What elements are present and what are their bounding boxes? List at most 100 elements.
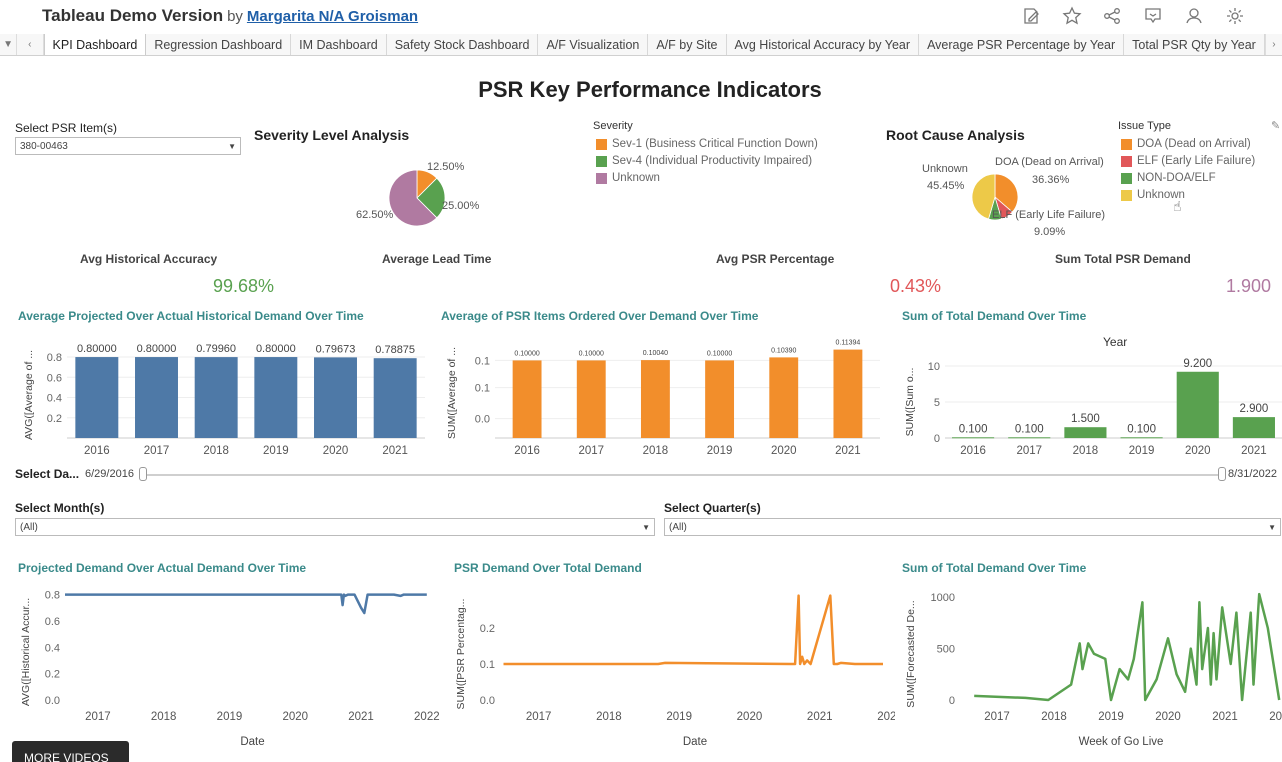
legend-swatch [1121, 189, 1132, 201]
tab-kpi-dashboard[interactable]: KPI Dashboard [43, 34, 147, 55]
bar [135, 357, 178, 438]
issue-type-legend-item[interactable]: NON-DOA/ELF [1121, 172, 1255, 184]
y-axis-title: SUM([Forecasted De... [905, 600, 917, 707]
data-label: 0.80000 [77, 343, 117, 355]
date-slider-track[interactable] [143, 474, 1223, 476]
x-tick-label: 2016 [960, 445, 986, 457]
root-cause-title: Root Cause Analysis [886, 127, 1025, 143]
author-link[interactable]: Margarita N/A Groisman [246, 8, 419, 25]
y-tick-label: 0.6 [45, 616, 60, 628]
tab-af-visualization[interactable]: A/F Visualization [538, 34, 649, 55]
legend-label: ELF (Early Life Failure) [1137, 155, 1256, 167]
x-tick-label: 2017 [144, 445, 170, 457]
bar-chart-avg-projected[interactable]: AVG([Average of ... 0.8 0.6 0.4 0.2 0.80000 20… [15, 330, 435, 460]
y-tick-label: 0.1 [480, 659, 495, 671]
root-cause-pie-chart[interactable] [972, 174, 1018, 220]
tab-avg-psr-percentage[interactable]: Average PSR Percentage by Year [919, 34, 1125, 55]
tab-im-dashboard[interactable]: IM Dashboard [291, 34, 387, 55]
bar [769, 357, 799, 438]
severity-legend-item[interactable]: Unknown [596, 172, 818, 184]
tab-regression-dashboard[interactable]: Regression Dashboard [146, 34, 292, 55]
issue-type-legend-item[interactable]: ELF (Early Life Failure) [1121, 155, 1255, 167]
tab-scroll-left-button[interactable]: ‹ [17, 34, 44, 55]
x-tick-label: 2016 [514, 445, 540, 457]
edit-icon[interactable] [1021, 6, 1041, 26]
date-slider-end-handle[interactable] [1218, 467, 1226, 481]
kpi-value-avg-historical-accuracy: 99.68% [213, 276, 275, 296]
chart-title-sum-total-demand-weekly: Sum of Total Demand Over Time [902, 561, 1087, 575]
tab-total-psr-qty[interactable]: Total PSR Qty by Year [1124, 34, 1265, 55]
issue-type-legend-item[interactable]: Unknown [1121, 189, 1255, 201]
x-tick-label: 2019 [1129, 445, 1155, 457]
issue-type-legend-item[interactable]: DOA (Dead on Arrival) [1121, 138, 1255, 150]
date-start-value: 6/29/2016 [85, 468, 134, 480]
date-slider-start-handle[interactable] [139, 467, 147, 481]
line-chart-psr-demand[interactable]: SUM([PSR Percentag... 0.2 0.1 0.0 2017 2018 20… [450, 578, 895, 762]
tab-af-by-site[interactable]: A/F by Site [648, 34, 727, 55]
x-tick-label: 2021 [382, 445, 408, 457]
severity-pie-slice-1 [416, 177, 445, 219]
kpi-label-avg-psr-percentage: Avg PSR Percentage [716, 252, 835, 266]
x-tick-label: 2020 [323, 445, 349, 457]
severity-pie-chart[interactable] [389, 170, 445, 226]
tab-avg-historical-accuracy[interactable]: Avg Historical Accuracy by Year [727, 34, 920, 55]
bar [194, 357, 238, 438]
chart-title-psr-demand: PSR Demand Over Total Demand [454, 561, 642, 575]
bar-chart-sum-total-demand[interactable]: SUM([Sum o... 10 5 0 0.100 2016 0.100 2017 1.500… [900, 350, 1282, 460]
comment-icon[interactable] [1143, 6, 1163, 26]
legend-label: Sev-4 (Individual Productivity Impaired) [612, 155, 813, 167]
severity-legend-item[interactable]: Sev-4 (Individual Productivity Impaired) [596, 155, 818, 167]
y-tick-label: 0.2 [47, 413, 62, 425]
severity-legend-item[interactable]: Sev-1 (Business Critical Function Down) [596, 138, 818, 150]
bar-chart-avg-psr-items[interactable]: SUM([Average of ... 0.1 0.1 0.0 0.10000 2016 0… [440, 330, 890, 460]
tab-safety-stock-dashboard[interactable]: Safety Stock Dashboard [387, 34, 539, 55]
y-tick-label: 0.2 [480, 623, 495, 635]
bar [1176, 371, 1219, 438]
x-tick-label: 2020 [1155, 711, 1181, 723]
bar [952, 437, 995, 439]
data-label: 9.200 [1183, 358, 1212, 370]
root-cause-pie-slice-3 [972, 174, 996, 220]
tab-menu-button[interactable]: ▼ [0, 34, 18, 55]
quarter-value: (All) [669, 521, 687, 533]
y-axis-title: AVG([Historical Accur... [20, 598, 32, 706]
month-dropdown[interactable]: (All) ▼ [15, 518, 655, 536]
data-label: 0.100 [959, 423, 988, 435]
tab-scroll-right-button[interactable]: › [1264, 34, 1282, 55]
line-chart-sum-total-demand[interactable]: SUM([Forecasted De... 1000 500 0 2017 2018 201… [900, 578, 1282, 762]
legend-label: Unknown [612, 172, 660, 184]
root-cause-pie-slice-0 [994, 174, 1018, 213]
psr-item-filter-label: Select PSR Item(s) [15, 121, 118, 135]
dashboard-title: PSR Key Performance Indicators [478, 77, 822, 102]
star-icon[interactable] [1062, 6, 1082, 26]
x-tick-label: 2020 [771, 445, 797, 457]
settings-icon[interactable] [1225, 6, 1245, 26]
series-line [65, 593, 427, 615]
quarter-dropdown[interactable]: (All) ▼ [664, 518, 1281, 536]
severity-pie-slice-2 [389, 170, 438, 226]
share-icon[interactable] [1102, 6, 1122, 26]
kpi-label-average-lead-time: Average Lead Time [382, 252, 492, 266]
legend-label: DOA (Dead on Arrival) [1137, 138, 1251, 150]
bar [373, 358, 417, 438]
x-tick-label: 2017 [984, 711, 1010, 723]
more-videos-button[interactable]: MORE VIDEOS [12, 741, 129, 762]
line-chart-projected-demand[interactable]: AVG([Historical Accur... 0.8 0.6 0.4 0.2 0.0 2… [15, 578, 445, 762]
edit-pencil-icon[interactable]: ✎ [1271, 120, 1281, 132]
x-tick-label: 2022 [414, 711, 440, 723]
severity-label-sev4: 25.00% [442, 200, 480, 212]
severity-legend: Sev-1 (Business Critical Function Down) … [596, 138, 818, 184]
data-label: 0.10000 [514, 350, 539, 357]
chevron-down-icon: ▼ [228, 141, 236, 151]
data-label: 0.10390 [771, 347, 796, 354]
month-value: (All) [20, 521, 38, 533]
y-tick-label: 0.8 [45, 590, 60, 602]
y-tick-label: 500 [937, 644, 955, 656]
issue-type-legend-title: Issue Type [1118, 120, 1171, 132]
psr-item-dropdown[interactable]: 380-00463 ▼ [15, 137, 241, 155]
x-tick-label: 2019 [263, 445, 289, 457]
kpi-label-sum-total-psr-demand: Sum Total PSR Demand [1055, 252, 1191, 266]
subscribe-icon[interactable] [1184, 6, 1204, 26]
x-tick-label: 2019 [217, 711, 243, 723]
issue-type-legend: DOA (Dead on Arrival) ELF (Early Life Fa… [1121, 138, 1255, 201]
